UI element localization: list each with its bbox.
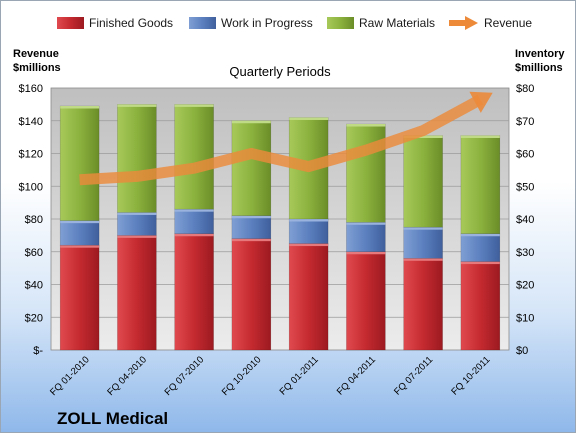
x-axis-ticks: FQ 01-2010 FQ 04-2010 FQ 07-2010 FQ 10-2010…: [48, 354, 492, 398]
bar-work-in-progress: [403, 226, 443, 259]
legend-label-finished-goods: Finished Goods: [89, 16, 173, 30]
bar-finished-goods: [346, 251, 386, 351]
bar-raw-materials-top: [231, 120, 271, 124]
bar-work-in-progress-top: [231, 215, 271, 219]
right-axis-title-line2: $millions: [515, 62, 563, 74]
right-tick-label: $50: [516, 181, 534, 193]
legend-swatch-finished-goods: [57, 17, 84, 29]
bar-finished-goods-top: [231, 238, 271, 242]
bars: [59, 104, 501, 351]
right-tick-label: $60: [516, 149, 534, 161]
right-tick-label: $40: [516, 214, 534, 226]
bar-raw-materials-top: [60, 106, 100, 109]
bar-finished-goods-top: [60, 245, 100, 248]
left-axis-ticks: $- $20 $40 $60 $80 $100 $120 $140 $160: [19, 83, 44, 357]
legend-swatch-revenue: [449, 16, 478, 30]
right-tick-label: $20: [516, 280, 534, 292]
bar-work-in-progress-top: [346, 222, 386, 225]
legend-label-work-in-progress: Work in Progress: [221, 16, 313, 30]
bar-work-in-progress-top: [117, 212, 157, 215]
bar-work-in-progress-top: [289, 219, 329, 222]
bar-work-in-progress: [59, 220, 100, 246]
bar-finished-goods: [174, 233, 214, 351]
legend-swatch-raw-materials: [327, 17, 354, 29]
bar-raw-materials-top: [174, 104, 214, 107]
bar-work-in-progress: [231, 215, 272, 239]
x-tick-label: FQ 04-2011: [335, 354, 378, 397]
revenue-arrowhead: [469, 91, 493, 113]
right-tick-label: $80: [516, 83, 534, 95]
x-tick-label: FQ 10-2010: [220, 354, 264, 398]
left-tick-label: $100: [19, 181, 43, 193]
left-axis-title-line1: Revenue: [13, 48, 59, 60]
right-axis-title-line1: Inventory: [515, 48, 565, 60]
bar-raw-materials-top: [403, 135, 443, 138]
x-tick-label: FQ 07-2011: [392, 354, 435, 397]
left-axis-title-line2: $millions: [13, 62, 61, 74]
bar-work-in-progress-top: [403, 227, 443, 230]
bar-work-in-progress-top: [174, 209, 214, 212]
bar-finished-goods-top: [460, 261, 500, 265]
bar-raw-materials: [231, 120, 272, 216]
left-tick-label: $40: [25, 280, 43, 292]
bar-raw-materials: [59, 105, 100, 221]
bar-work-in-progress: [346, 222, 386, 252]
bar-work-in-progress: [174, 208, 214, 234]
chart-title: Quarterly Periods: [229, 64, 331, 79]
bar-finished-goods: [460, 261, 501, 351]
x-tick-label: FQ 10-2011: [449, 354, 492, 397]
legend-swatch-work-in-progress: [189, 17, 216, 29]
revenue-line: [79, 91, 493, 186]
bar-finished-goods-top: [346, 251, 386, 255]
x-tick-label: FQ 07-2010: [163, 354, 207, 398]
left-tick-label: $20: [25, 312, 43, 324]
x-tick-label: FQ 04-2010: [105, 354, 149, 398]
right-axis-ticks: $0 $10 $20 $30 $40 $50 $60 $70 $80: [516, 83, 534, 357]
bar-raw-materials-top: [460, 135, 500, 138]
right-tick-label: $70: [516, 116, 534, 128]
revenue-series-line: [79, 94, 484, 186]
bar-work-in-progress: [117, 212, 157, 236]
bar-work-in-progress-top: [460, 233, 500, 237]
bar-raw-materials-top: [117, 104, 157, 107]
right-tick-label: $0: [516, 345, 528, 357]
bar-raw-materials: [403, 135, 443, 228]
bar-finished-goods-top: [403, 258, 443, 261]
bar-finished-goods: [117, 235, 157, 351]
legend: Finished Goods Work in Progress Raw Mate…: [57, 16, 532, 30]
company-name: ZOLL Medical: [57, 409, 168, 428]
bar-raw-materials-top: [346, 124, 386, 127]
legend-label-revenue: Revenue: [484, 16, 532, 30]
left-tick-label: $60: [25, 247, 43, 259]
bar-work-in-progress: [288, 218, 329, 244]
left-tick-label: $120: [19, 149, 43, 161]
bar-finished-goods-top: [117, 235, 157, 238]
bar-raw-materials: [174, 104, 214, 210]
bar-finished-goods-top: [289, 243, 329, 247]
bar-finished-goods-top: [174, 233, 214, 237]
bar-work-in-progress-top: [60, 220, 100, 224]
legend-label-raw-materials: Raw Materials: [359, 16, 435, 30]
left-tick-label: $140: [19, 116, 43, 128]
x-tick-label: FQ 01-2010: [48, 354, 92, 398]
bar-raw-materials: [117, 104, 157, 213]
right-tick-label: $10: [516, 312, 534, 324]
left-tick-label: $80: [25, 214, 43, 226]
bar-finished-goods: [288, 243, 329, 351]
x-tick-label: FQ 01-2011: [278, 354, 321, 397]
bar-raw-materials-top: [289, 117, 329, 120]
left-tick-label: $160: [19, 83, 43, 95]
right-tick-label: $30: [516, 247, 534, 259]
bar-finished-goods: [59, 244, 100, 351]
bar-work-in-progress: [460, 233, 501, 262]
left-tick-label: $-: [33, 345, 43, 357]
bar-finished-goods: [403, 258, 443, 351]
bar-finished-goods: [231, 238, 272, 351]
bar-raw-materials: [460, 135, 501, 234]
bar-raw-materials: [346, 123, 386, 223]
